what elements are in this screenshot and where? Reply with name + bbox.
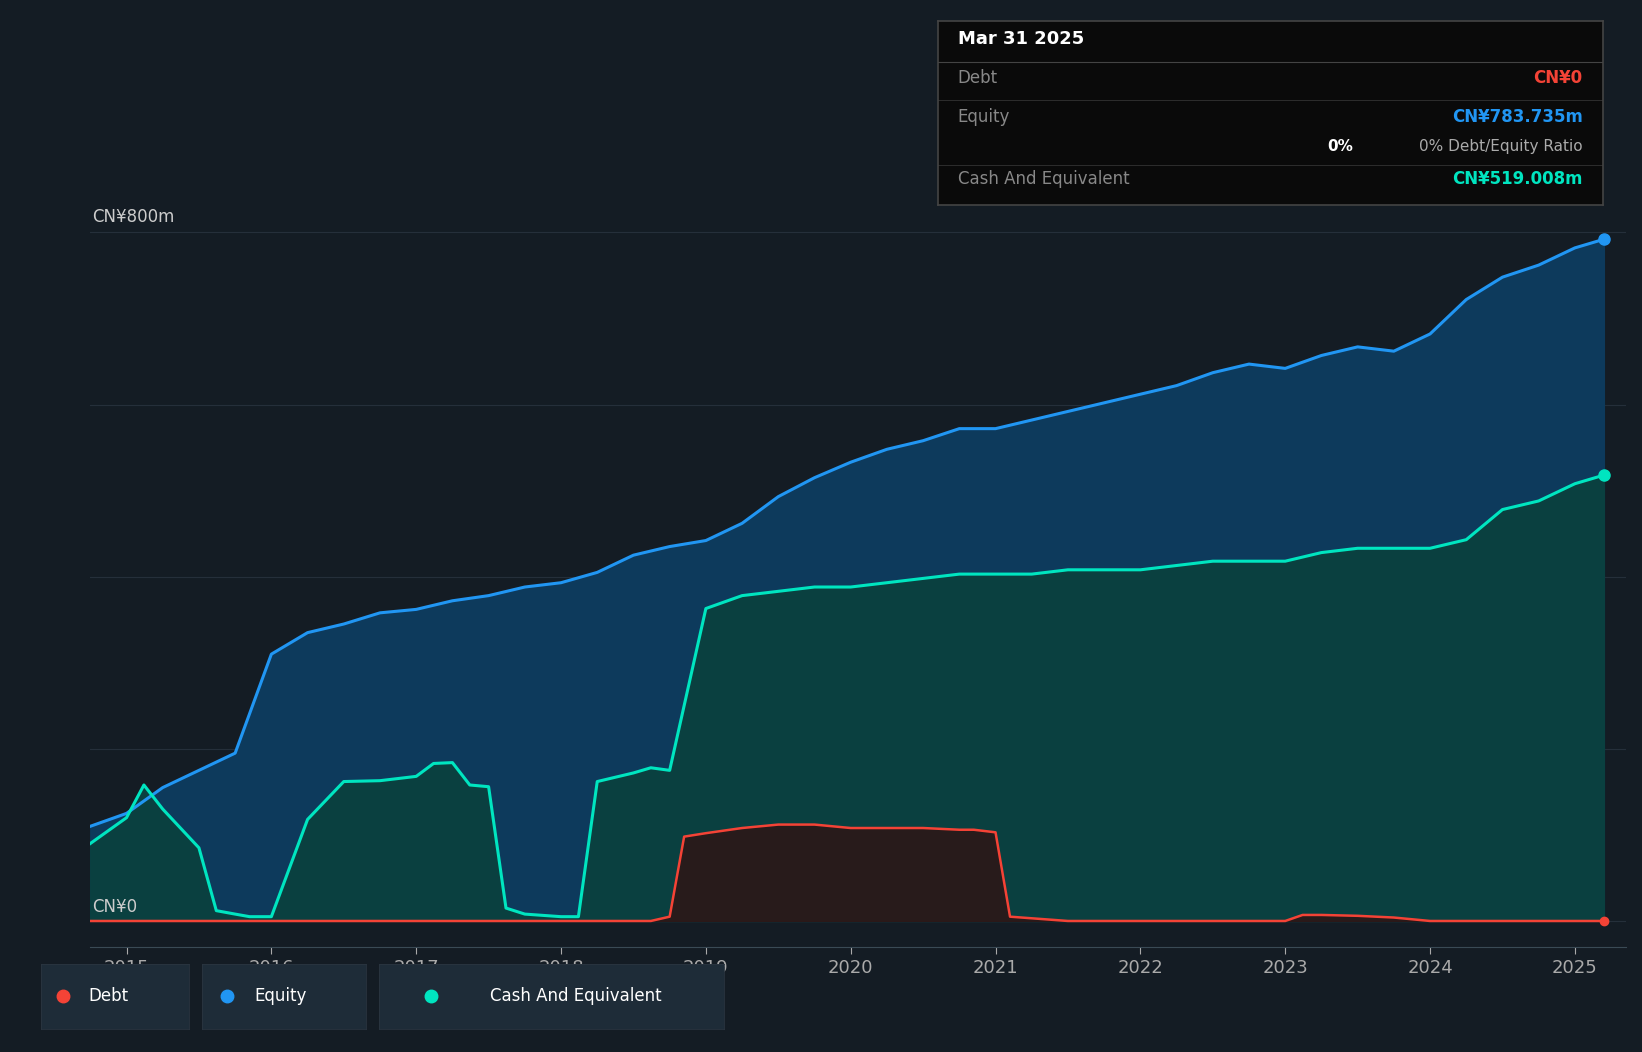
Text: Equity: Equity <box>255 987 307 1006</box>
Text: Mar 31 2025: Mar 31 2025 <box>957 31 1084 48</box>
Text: CN¥783.735m: CN¥783.735m <box>1452 107 1583 125</box>
Text: CN¥0: CN¥0 <box>92 897 136 916</box>
Text: Cash And Equivalent: Cash And Equivalent <box>489 987 662 1006</box>
Text: CN¥0: CN¥0 <box>1534 69 1583 87</box>
Text: Debt: Debt <box>89 987 128 1006</box>
Text: 0% Debt/Equity Ratio: 0% Debt/Equity Ratio <box>1419 139 1583 154</box>
Text: CN¥519.008m: CN¥519.008m <box>1452 170 1583 188</box>
Text: 0%: 0% <box>1327 139 1353 154</box>
Text: CN¥800m: CN¥800m <box>92 207 174 225</box>
Text: Debt: Debt <box>957 69 998 87</box>
Text: Equity: Equity <box>957 107 1010 125</box>
Text: Cash And Equivalent: Cash And Equivalent <box>957 170 1130 188</box>
